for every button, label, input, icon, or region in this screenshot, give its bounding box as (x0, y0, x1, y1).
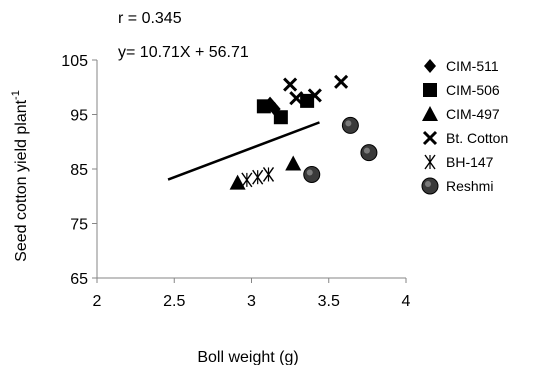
legend-item: Reshmi (421, 177, 493, 195)
data-point (262, 167, 275, 182)
x-tick-label: 2 (93, 293, 102, 310)
legend-marker (421, 177, 439, 195)
legend-item: CIM-497 (422, 106, 500, 122)
data-point (360, 144, 378, 162)
legend-label: CIM-497 (446, 106, 500, 122)
legend-label: Bt. Cotton (446, 130, 508, 146)
legend-item: Bt. Cotton (422, 130, 508, 146)
legend-label: CIM-511 (446, 58, 499, 74)
data-point (273, 110, 288, 125)
legend-item: BH-147 (424, 154, 494, 170)
data-point (334, 74, 349, 89)
x-tick-label: 4 (402, 293, 411, 310)
y-axis-title-main: Seed cotton yield plant (13, 99, 30, 261)
data-point (283, 77, 298, 92)
regression-trendline (167, 121, 320, 181)
chart-legend: CIM-511 CIM-506 CIM-497 Bt. Cotton BH-147 Res… (421, 58, 508, 195)
data-points (229, 74, 378, 190)
legend-marker (423, 83, 437, 97)
regression-equation-annotation: y= 10.71X + 56.71 (118, 44, 249, 61)
trendline-group (167, 121, 320, 181)
data-point (256, 99, 271, 114)
r-value-annotation: r = 0.345 (118, 10, 182, 27)
legend-item: CIM-511 (424, 58, 499, 74)
y-axis-title-superscript: -1 (10, 90, 22, 100)
data-point (303, 165, 321, 183)
y-tick-label: 105 (61, 53, 88, 70)
legend-label: BH-147 (446, 154, 494, 170)
legend-marker (422, 106, 438, 121)
data-point (252, 169, 264, 185)
legend-label: Reshmi (446, 178, 493, 194)
legend-marker (422, 130, 438, 146)
x-tick-label: 2.5 (163, 293, 185, 310)
x-tick-label: 3 (247, 293, 256, 310)
y-tick-label: 75 (70, 217, 88, 234)
legend-marker (424, 59, 436, 73)
x-axis-title: Boll weight (g) (197, 349, 298, 365)
y-tick-label: 85 (70, 162, 88, 179)
x-axis-ticks: 2 2.5 3 3.5 4 (93, 278, 411, 310)
plot-axes (96, 60, 406, 279)
data-point (285, 155, 302, 171)
legend-marker (424, 154, 436, 170)
y-axis-title: Seed cotton yield plant-1 (10, 90, 30, 262)
x-tick-label: 3.5 (318, 293, 340, 310)
y-tick-label: 95 (70, 108, 88, 125)
data-point (289, 91, 304, 106)
data-point (241, 172, 253, 188)
legend-label: CIM-506 (446, 82, 500, 98)
data-point (300, 93, 315, 108)
y-tick-label: 65 (70, 271, 88, 288)
y-axis-ticks: 65 75 85 95 105 (61, 53, 97, 288)
legend-item: CIM-506 (423, 82, 500, 98)
data-point (341, 116, 359, 134)
data-point (307, 88, 322, 103)
data-point (229, 174, 246, 190)
